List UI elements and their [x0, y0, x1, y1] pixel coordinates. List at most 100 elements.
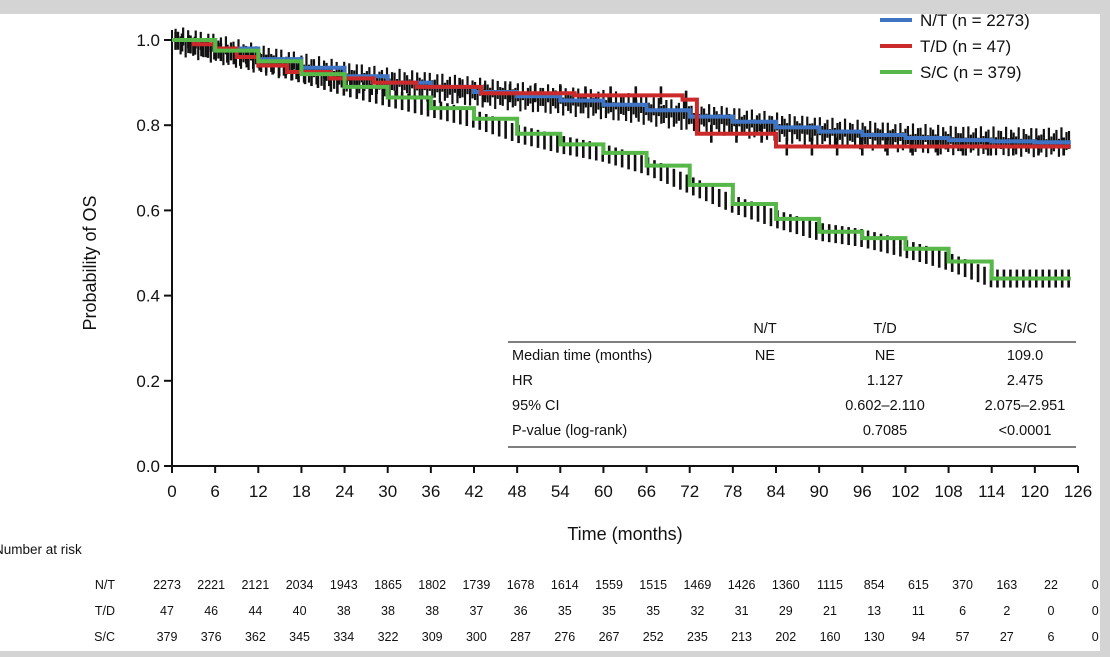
- series-line-td: [172, 38, 1071, 149]
- risk-cell: 29: [779, 604, 793, 618]
- stats-cell: 109.0: [1007, 348, 1043, 364]
- x-tick-label: 72: [680, 482, 699, 501]
- x-tick-label: 102: [891, 482, 919, 501]
- stats-col-header: T/D: [873, 321, 896, 337]
- risk-cell: 35: [646, 604, 660, 618]
- x-tick-label: 12: [249, 482, 268, 501]
- risk-cell: 1614: [551, 578, 579, 592]
- series-line-nt: [172, 38, 1071, 145]
- risk-cell: 1865: [374, 578, 402, 592]
- x-axis-title: Time (months): [567, 524, 682, 544]
- x-tick-label: 60: [594, 482, 613, 501]
- risk-cell: 376: [201, 630, 222, 644]
- stats-cell: 0.602–2.110: [845, 398, 925, 414]
- risk-cell: 38: [337, 604, 351, 618]
- stats-row-label: 95% CI: [512, 398, 560, 414]
- x-tick-label: 54: [551, 482, 570, 501]
- x-tick-label: 6: [210, 482, 219, 501]
- risk-cell: 1943: [330, 578, 358, 592]
- risk-cell: 276: [554, 630, 575, 644]
- y-tick-label: 0.8: [136, 116, 160, 135]
- stats-row-label: Median time (months): [512, 348, 652, 364]
- risk-row-label: S/C: [94, 630, 115, 644]
- risk-cell: 46: [204, 604, 218, 618]
- x-tick-label: 96: [853, 482, 872, 501]
- risk-row-label: T/D: [95, 604, 115, 618]
- x-tick-label: 18: [292, 482, 311, 501]
- legend-label-nt: N/T (n = 2273): [920, 14, 1030, 30]
- risk-cell: 22: [1044, 578, 1058, 592]
- x-tick-label: 30: [378, 482, 397, 501]
- risk-cell: 57: [956, 630, 970, 644]
- risk-cell: 2273: [153, 578, 181, 592]
- risk-cell: 1115: [817, 578, 843, 592]
- risk-cell: 2221: [197, 578, 225, 592]
- stats-row-label: P-value (log-rank): [512, 423, 627, 439]
- risk-cell: 0: [1092, 604, 1099, 618]
- risk-cell: 1426: [728, 578, 756, 592]
- stats-cell: <0.0001: [999, 423, 1052, 439]
- x-tick-label: 120: [1021, 482, 1049, 501]
- risk-cell: 38: [425, 604, 439, 618]
- chart-frame: 0.0 0.2 0.4 0.6 0.8 1.0 0 6 12 18 24 30 36 42 48 54 60 66…: [0, 14, 1100, 651]
- y-tick-label: 0.4: [136, 287, 160, 306]
- risk-cell: 854: [864, 578, 885, 592]
- risk-cell: 334: [333, 630, 354, 644]
- risk-cell: 615: [908, 578, 929, 592]
- stats-cell: NE: [755, 348, 775, 364]
- risk-cell: 47: [160, 604, 174, 618]
- risk-cell: 1360: [772, 578, 800, 592]
- risk-cell: 300: [466, 630, 487, 644]
- x-tick-label: 0: [167, 482, 176, 501]
- risk-cell: 235: [687, 630, 708, 644]
- risk-cell: 32: [690, 604, 704, 618]
- risk-cell: 1469: [683, 578, 711, 592]
- risk-cell: 287: [510, 630, 531, 644]
- risk-cell: 213: [731, 630, 752, 644]
- risk-cell: 160: [820, 630, 841, 644]
- stats-cell: 1.127: [867, 373, 903, 389]
- risk-cell: 37: [469, 604, 483, 618]
- x-tick-label: 126: [1064, 482, 1092, 501]
- risk-cell: 379: [157, 630, 178, 644]
- risk-cell: 322: [378, 630, 399, 644]
- y-tick-label: 0.0: [136, 457, 160, 476]
- x-tick-label: 108: [934, 482, 962, 501]
- y-axis-title: Probability of OS: [80, 195, 100, 330]
- y-tick-label: 1.0: [136, 31, 160, 50]
- risk-cell: 0: [1092, 630, 1099, 644]
- risk-cell: 362: [245, 630, 266, 644]
- x-tick-label: 114: [978, 482, 1005, 501]
- x-tick-label: 90: [810, 482, 829, 501]
- x-tick-label: 36: [421, 482, 440, 501]
- risk-cell: 0: [1092, 578, 1099, 592]
- risk-cell: 370: [952, 578, 973, 592]
- y-tick-label: 0.6: [136, 201, 160, 220]
- y-tick-label: 0.2: [136, 372, 160, 391]
- risk-cell: 1802: [418, 578, 446, 592]
- risk-cell: 36: [514, 604, 528, 618]
- risk-cell: 2: [1003, 604, 1010, 618]
- risk-cell: 13: [867, 604, 881, 618]
- legend-label-td: T/D (n = 47): [920, 37, 1011, 56]
- risk-cell: 252: [643, 630, 664, 644]
- risk-cell: 2121: [241, 578, 269, 592]
- x-tick-label: 42: [465, 482, 484, 501]
- risk-cell: 21: [823, 604, 837, 618]
- x-tick-label: 24: [335, 482, 354, 501]
- risk-cell: 1739: [462, 578, 490, 592]
- x-tick-label: 78: [723, 482, 742, 501]
- risk-cell: 1559: [595, 578, 623, 592]
- risk-cell: 309: [422, 630, 443, 644]
- risk-cell: 1678: [507, 578, 535, 592]
- risk-cell: 94: [911, 630, 925, 644]
- risk-cell: 38: [381, 604, 395, 618]
- series-line-sc: [172, 38, 1071, 281]
- x-tick-label: 48: [508, 482, 527, 501]
- legend-label-sc: S/C (n = 379): [920, 63, 1022, 82]
- risk-cell: 35: [558, 604, 572, 618]
- risk-cell: 345: [289, 630, 310, 644]
- risk-cell: 130: [864, 630, 885, 644]
- risk-cell: 6: [959, 604, 966, 618]
- x-tick-label: 66: [637, 482, 656, 501]
